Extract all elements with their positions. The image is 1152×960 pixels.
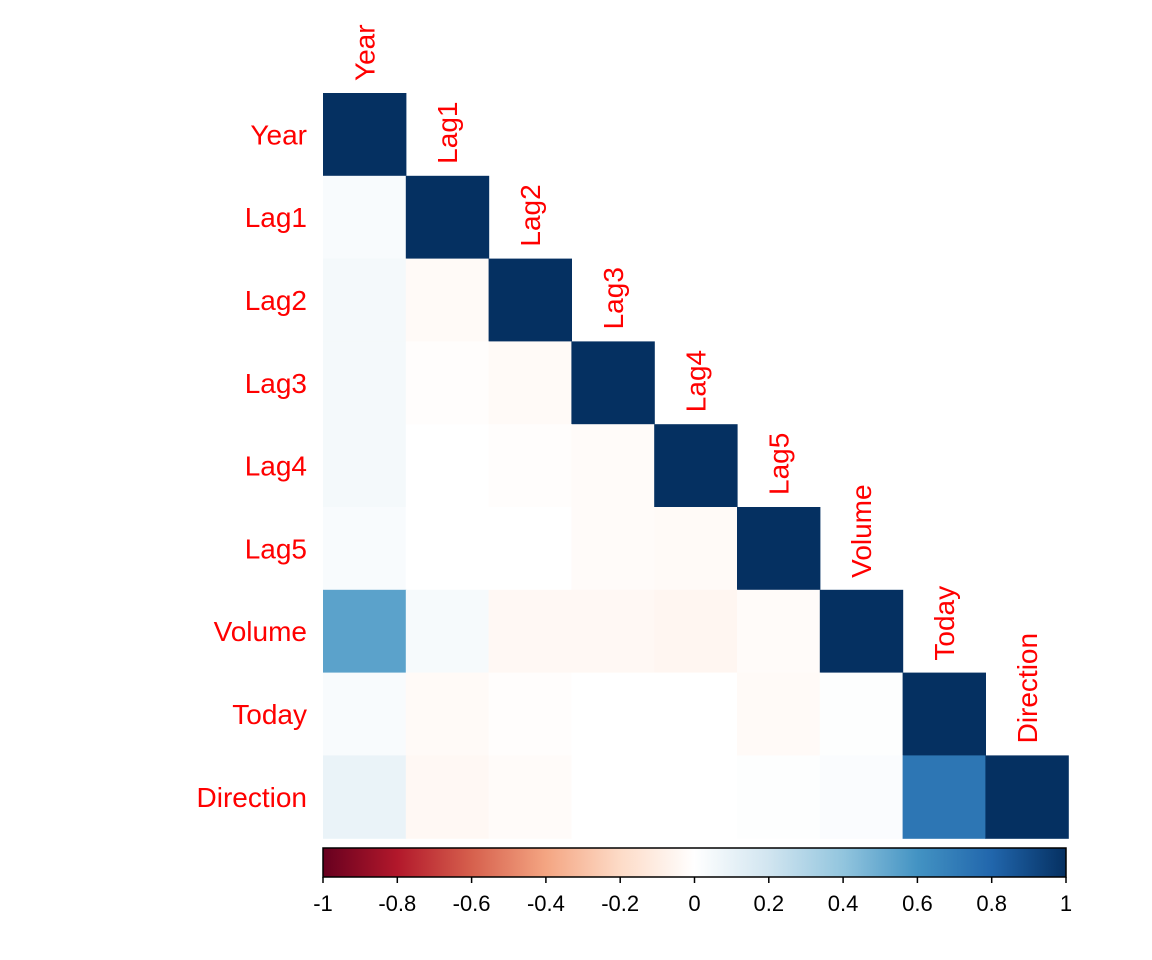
cell-today-year xyxy=(323,672,407,756)
cell-lag2-year xyxy=(323,258,407,342)
cell-volume-lag5 xyxy=(737,589,821,674)
column-label-lag1: Lag1 xyxy=(432,102,463,164)
row-label-today: Today xyxy=(232,699,307,730)
cell-year-year xyxy=(323,93,407,177)
column-label-lag2: Lag2 xyxy=(515,184,546,246)
legend-tick-label: -1 xyxy=(313,891,333,916)
column-label-lag4: Lag4 xyxy=(681,350,712,412)
row-label-volume: Volume xyxy=(214,616,307,647)
cell-direction-lag4 xyxy=(654,755,738,839)
row-label-lag3: Lag3 xyxy=(245,368,307,399)
cell-volume-lag4 xyxy=(654,589,738,674)
row-label-direction: Direction xyxy=(197,782,307,813)
row-label-year: Year xyxy=(250,119,307,150)
legend-tick-label: 0.2 xyxy=(754,891,785,916)
legend-tick-label: 0.6 xyxy=(902,891,933,916)
cell-volume-volume xyxy=(819,589,904,674)
cell-lag5-lag2 xyxy=(488,507,572,591)
cell-lag3-lag1 xyxy=(405,341,490,425)
cell-lag2-lag2 xyxy=(488,258,572,342)
legend-tick-label: 0.8 xyxy=(976,891,1007,916)
cell-lag2-lag1 xyxy=(405,258,490,342)
cell-today-lag5 xyxy=(737,672,821,756)
column-label-direction: Direction xyxy=(1012,633,1043,743)
cell-today-today xyxy=(902,672,986,756)
legend-tick-label: 0.4 xyxy=(828,891,859,916)
cell-lag5-lag5 xyxy=(737,507,821,591)
legend-tick-label: -0.6 xyxy=(453,891,491,916)
column-label-today: Today xyxy=(929,586,960,661)
cell-lag5-lag4 xyxy=(654,507,738,591)
cell-today-lag4 xyxy=(654,672,738,756)
cell-volume-lag1 xyxy=(405,589,490,674)
cell-today-lag3 xyxy=(571,672,655,756)
row-label-lag1: Lag1 xyxy=(245,202,307,233)
legend-color-bar xyxy=(322,847,1067,878)
cell-volume-lag2 xyxy=(488,589,572,674)
cell-direction-direction xyxy=(985,755,1069,839)
cell-today-lag2 xyxy=(488,672,572,756)
cell-lag3-year xyxy=(323,341,407,425)
row-label-lag2: Lag2 xyxy=(245,285,307,316)
column-label-year: Year xyxy=(349,24,380,81)
cell-direction-lag1 xyxy=(405,755,490,839)
cell-direction-lag2 xyxy=(488,755,572,839)
cell-lag3-lag2 xyxy=(488,341,572,425)
cell-lag5-lag3 xyxy=(571,507,655,591)
column-label-lag3: Lag3 xyxy=(598,267,629,329)
legend-tick-label: -0.4 xyxy=(527,891,565,916)
column-label-volume: Volume xyxy=(846,484,877,577)
legend-tick-label: -0.2 xyxy=(601,891,639,916)
cell-direction-lag3 xyxy=(571,755,655,839)
row-label-lag5: Lag5 xyxy=(245,533,307,564)
cell-lag5-year xyxy=(323,507,407,591)
legend-tick-label: 0 xyxy=(688,891,700,916)
cell-lag3-lag3 xyxy=(571,341,655,425)
cell-today-volume xyxy=(819,672,904,756)
cell-today-lag1 xyxy=(405,672,490,756)
cell-direction-volume xyxy=(819,755,904,839)
column-label-lag5: Lag5 xyxy=(763,433,794,495)
color-legend: -1 -0.8 -0.6 -0.4 -0.2 0 0.2 0.4 0.6 0.8 1 xyxy=(313,847,1072,916)
cell-lag4-lag2 xyxy=(488,424,572,508)
row-labels: Year Lag1 Lag2 Lag3 Lag4 Lag5 Volume Today Direc… xyxy=(197,119,307,812)
cell-lag4-lag1 xyxy=(405,424,490,508)
column-labels: Year Lag1 Lag2 Lag3 Lag4 Lag5 Volume Today Direc… xyxy=(349,24,1042,743)
cell-direction-year xyxy=(323,755,407,839)
cell-lag5-lag1 xyxy=(405,507,490,591)
legend-tick-label: -0.8 xyxy=(378,891,416,916)
row-label-lag4: Lag4 xyxy=(245,451,307,482)
cell-volume-year xyxy=(323,589,407,674)
legend-tick-label: 1 xyxy=(1060,891,1072,916)
cell-direction-today xyxy=(902,755,986,839)
cell-lag1-lag1 xyxy=(405,175,490,260)
heatmap-cells xyxy=(323,93,1069,839)
cell-lag4-lag3 xyxy=(571,424,655,508)
cell-lag1-year xyxy=(323,175,407,260)
cell-direction-lag5 xyxy=(737,755,821,839)
cell-volume-lag3 xyxy=(571,589,655,674)
cell-lag4-lag4 xyxy=(654,424,738,508)
cell-lag4-year xyxy=(323,424,407,508)
